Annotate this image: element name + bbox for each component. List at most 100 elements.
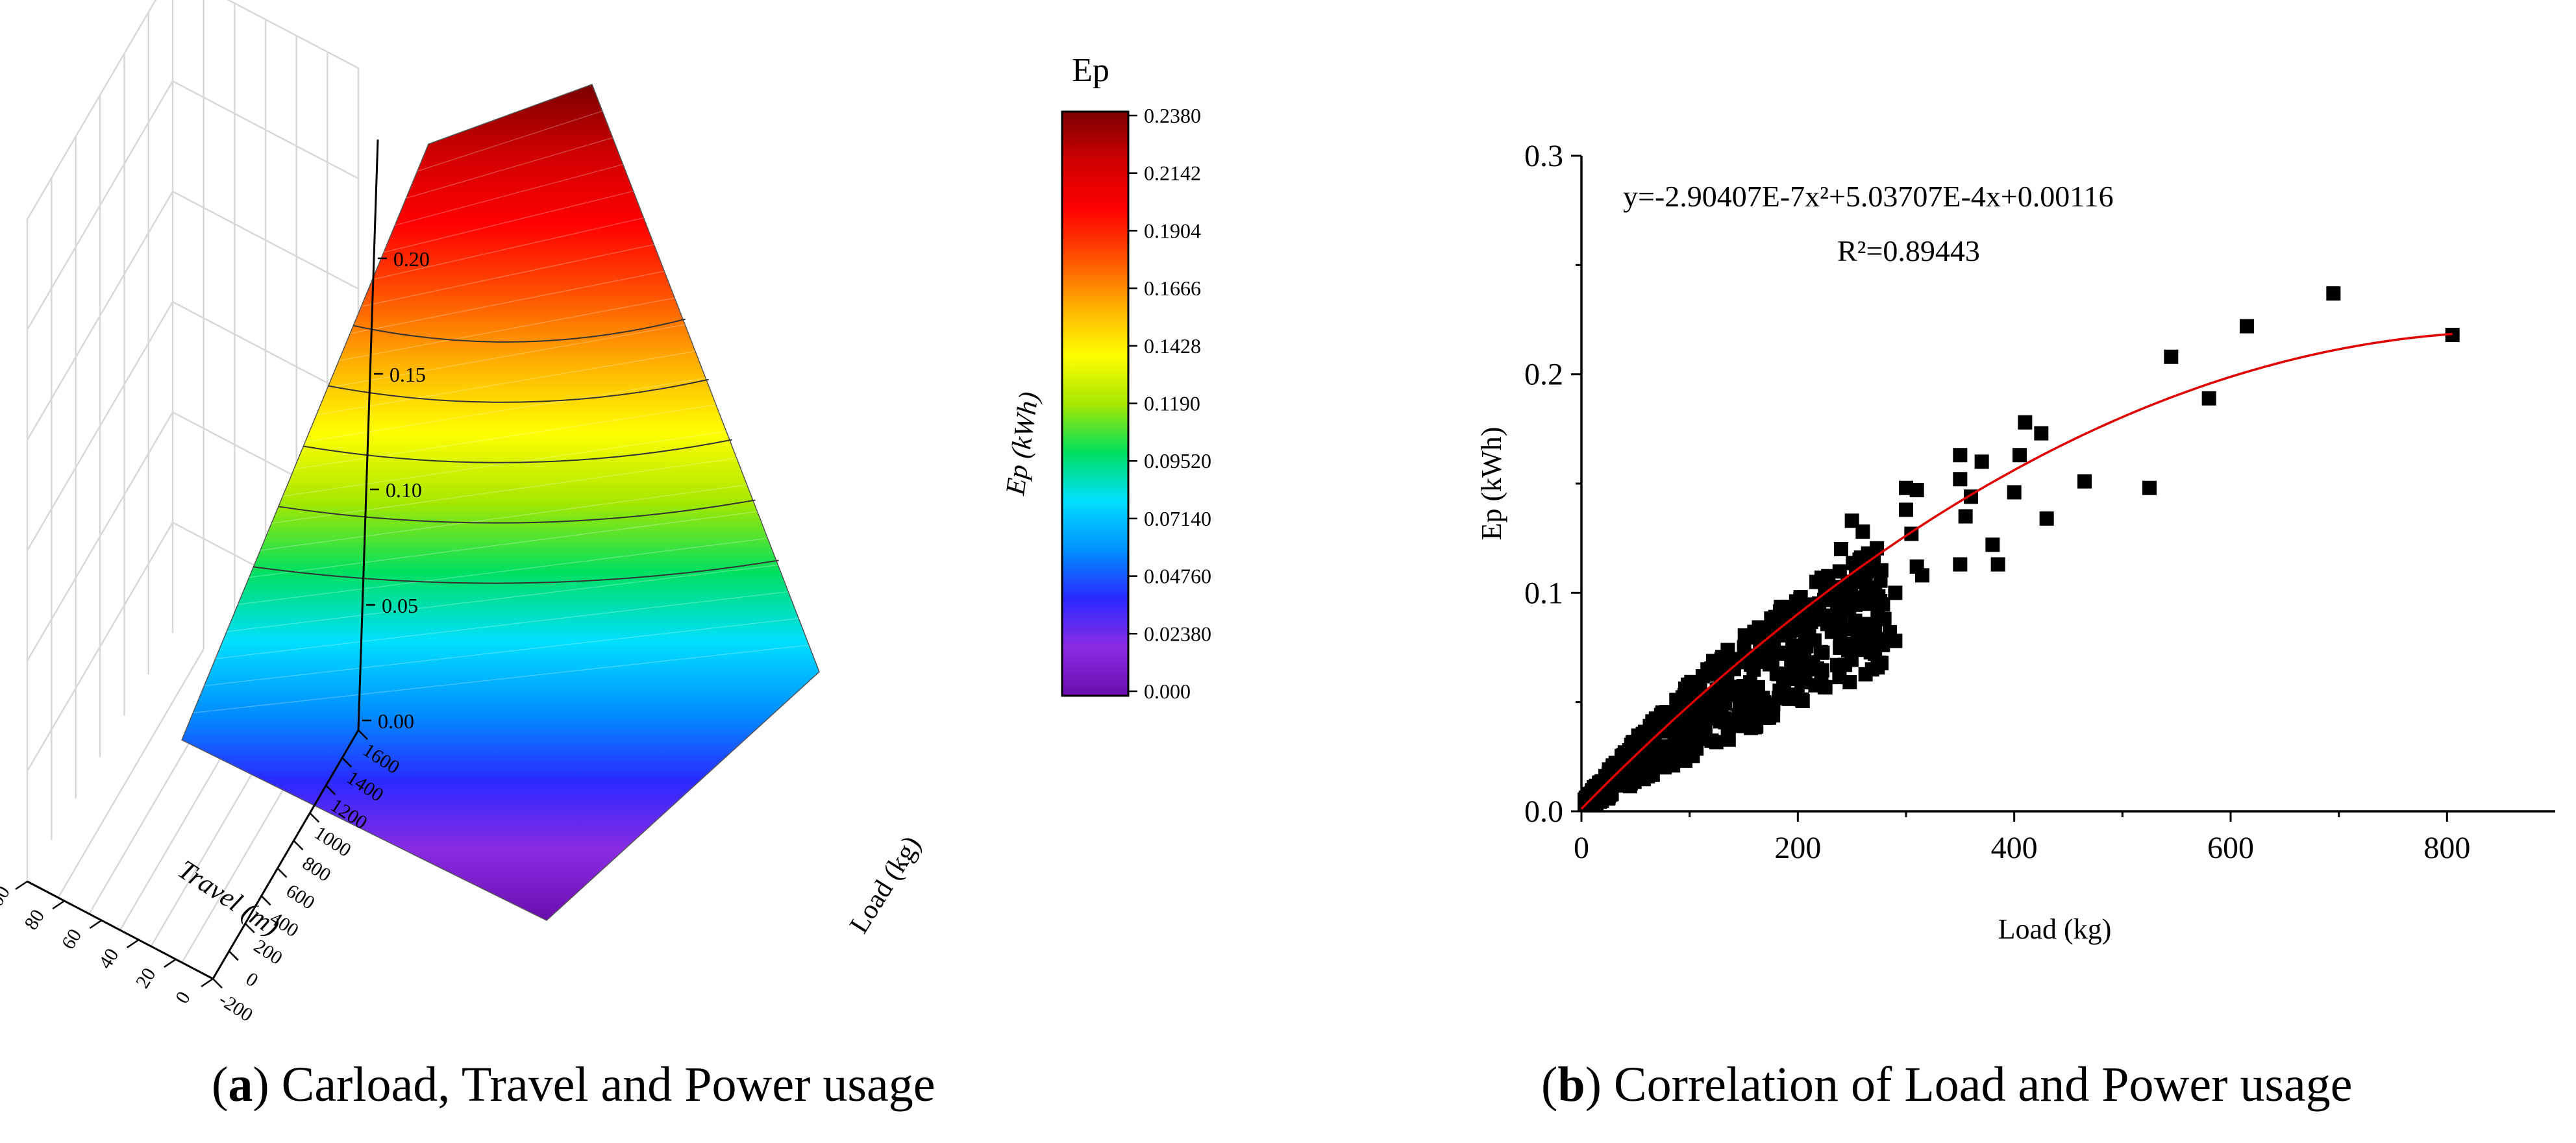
data-point [1787, 646, 1802, 661]
data-point [1774, 645, 1789, 660]
colorbar-tick-label: 0.1666 [1144, 277, 1201, 300]
data-point [1622, 779, 1637, 794]
data-point [1785, 621, 1800, 635]
colorbar-tick-label: 0.04760 [1144, 565, 1211, 588]
x-axis-label: Load (kg) [1998, 913, 2112, 945]
travel-tick [201, 977, 214, 988]
caption-a-text: Carload, Travel and Power usage [269, 1057, 935, 1112]
data-point [1796, 607, 1811, 622]
load-tick-label: 800 [299, 852, 335, 886]
colorbar-tick-label: 0.2142 [1144, 162, 1201, 185]
data-point [1866, 636, 1881, 651]
data-point [1604, 782, 1619, 797]
load-tick [244, 923, 255, 933]
load-tick [277, 867, 288, 878]
data-point [1888, 585, 1903, 600]
data-point [2164, 349, 2179, 364]
data-point [1857, 617, 1872, 632]
data-point [1888, 633, 1903, 648]
data-point [1842, 674, 1857, 689]
ep-tick-label: 0.00 [378, 709, 414, 733]
y-tick-label: 0.3 [1524, 139, 1563, 173]
data-point [1717, 696, 1732, 711]
load-axis-line [212, 730, 360, 979]
data-point [1709, 655, 1724, 670]
data-point [1736, 679, 1751, 694]
data-point [1899, 502, 1913, 517]
surface-mesh-line [349, 271, 665, 334]
grid-line [57, 648, 204, 898]
data-point [1915, 568, 1929, 583]
data-point [2201, 391, 2216, 406]
load-tick [212, 978, 223, 989]
data-point [1764, 611, 1779, 626]
data-point [1815, 645, 1830, 660]
ep-axis-label: Ep (kWh) [1000, 390, 1045, 498]
fit-equation: y=-2.90407E-7x²+5.03707E-4x+0.00116 [1623, 180, 2114, 213]
data-point [1833, 640, 1848, 655]
data-point [1766, 697, 1781, 712]
travel-tick-label: 0 [171, 988, 195, 1007]
surface-face [181, 84, 820, 921]
travel-tick [15, 880, 28, 891]
data-point [1718, 715, 1733, 730]
colorbar-tick-label: 0.1904 [1144, 219, 1201, 242]
data-point [1811, 602, 1826, 617]
surface-mesh-line [383, 190, 634, 253]
load-tick [293, 840, 304, 851]
y-axis-label: Ep (kWh) [1476, 427, 1507, 541]
load-axis-label: Load (kg) [844, 831, 926, 939]
ep-tick-label: 0.10 [386, 478, 422, 502]
travel-axis-label: Travel (m) [173, 855, 285, 942]
data-point [1685, 748, 1700, 763]
surface-mesh-line [406, 137, 613, 199]
data-point [1703, 667, 1718, 682]
surface-mesh-line [204, 617, 799, 687]
3d-grid [26, 0, 360, 963]
data-point [2326, 286, 2341, 301]
travel-tick-label: 20 [132, 965, 160, 992]
data-point [1855, 524, 1870, 539]
colorbar-tick-label: 0.07140 [1144, 507, 1211, 530]
data-point [1766, 708, 1781, 723]
data-point [1834, 542, 1848, 556]
caption-a: (a) Carload, Travel and Power usage [212, 1057, 935, 1112]
y-tick-label: 0.2 [1524, 358, 1563, 392]
surface-plot-panel: 020406080100-200020040060080010001200140… [0, 0, 1211, 1026]
colorbar-gradient [1061, 110, 1130, 697]
data-point [1953, 557, 1968, 572]
data-point [1958, 509, 1973, 524]
data-point [1990, 557, 2005, 572]
x-tick-label: 0 [1574, 831, 1589, 865]
travel-axis-line [27, 880, 214, 980]
scatter-points [1578, 286, 2460, 811]
colorbar: Ep 0.23800.21420.19040.16660.14280.11900… [1061, 52, 1211, 703]
surface-mesh-line [193, 645, 810, 714]
surface-mesh-line [372, 217, 644, 280]
data-point [2142, 480, 2157, 495]
data-point [1687, 720, 1702, 735]
fit-curve [1580, 332, 2453, 810]
travel-tick-label: 40 [95, 945, 123, 973]
data-point [1666, 758, 1681, 773]
colorbar-tick-label: 0.000 [1144, 680, 1191, 703]
contour-line [328, 378, 709, 403]
surface-mesh-line [282, 431, 726, 497]
colorbar-ticks: 0.2380 0.2142 0.1904 0.1666 0.1428 0.1190 0.09… [1128, 104, 1211, 703]
caption-b: (b) Correlation of Load and Power usage [1541, 1057, 2353, 1112]
travel-tick [126, 939, 140, 949]
data-point [1686, 678, 1701, 693]
colorbar-tick-label: 0.1190 [1144, 392, 1200, 415]
colorbar-tick-label: 0.09520 [1144, 449, 1211, 473]
scatter-plot-panel: 0 200 400 600 800 0.0 0.1 0.2 0.3 y=-2.90407E-7x… [1476, 139, 2555, 945]
surface-mesh-line [271, 458, 737, 524]
caption-b-text: Correlation of Load and Power usage [1601, 1057, 2353, 1112]
travel-tick-label: 100 [0, 882, 14, 918]
data-point [1765, 656, 1779, 671]
data-point [1685, 691, 1700, 706]
data-point [1872, 656, 1887, 670]
data-point [1909, 483, 1924, 498]
data-point [1974, 454, 1989, 469]
data-point [1899, 480, 1913, 495]
surface-mesh-line [304, 377, 706, 443]
